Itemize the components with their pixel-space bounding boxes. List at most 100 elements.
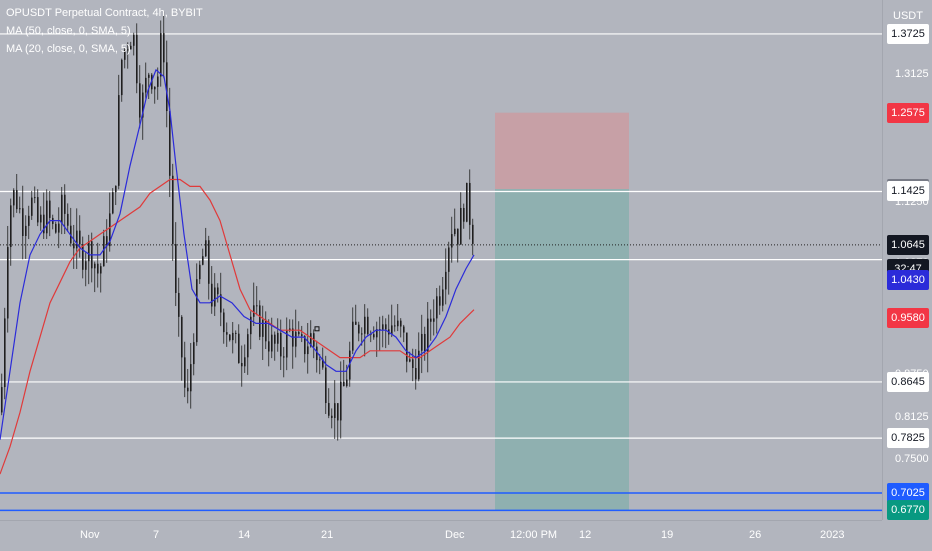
candle-body [397, 320, 399, 327]
candle-body [85, 261, 87, 270]
candle-body [136, 34, 138, 84]
candle-body [277, 332, 279, 344]
candle-body [409, 359, 411, 362]
time-axis[interactable]: Nov 7 14 21 Dec 12:00 PM 12 19 26 2023 [0, 520, 882, 551]
candle-body [451, 234, 453, 248]
candle-body [373, 334, 375, 338]
candle-body [112, 192, 114, 214]
candle-body [445, 271, 447, 290]
candle-body [97, 263, 99, 274]
candle-body [76, 230, 78, 249]
candle-body [316, 346, 318, 361]
candle-body [214, 287, 216, 307]
marker-square [314, 326, 320, 332]
candle-body [157, 76, 159, 87]
candle-body [106, 236, 108, 247]
candle-body [178, 292, 180, 317]
candle-body [469, 182, 471, 225]
candle-body [274, 334, 276, 344]
candle-body [268, 341, 270, 352]
candle-body [88, 241, 90, 262]
time-axis-label: 21 [321, 529, 334, 541]
candle-body [40, 214, 42, 223]
take-profit-zone [495, 189, 629, 511]
candle-body [331, 415, 333, 418]
candle-body [43, 214, 45, 234]
candle-body [226, 332, 228, 335]
candle-body [64, 194, 66, 214]
candle-body [256, 305, 258, 307]
candle-body [235, 332, 237, 334]
candle-body [199, 264, 201, 280]
candle-body [403, 326, 405, 333]
candle-body [442, 289, 444, 306]
candle-body [376, 329, 378, 338]
candle-body [67, 213, 69, 226]
ma20-line [0, 68, 475, 440]
legend-title: OPUSDT Perpetual Contract, 4h, BYBIT [6, 7, 203, 19]
time-axis-label: 12 [579, 529, 592, 541]
price-axis-label: 0.8125 [895, 410, 929, 423]
candle-body [7, 247, 9, 319]
candle-body [127, 49, 129, 51]
candle-body [154, 86, 156, 90]
candle-body [367, 316, 369, 335]
candle-body [244, 357, 246, 367]
candle-body [400, 320, 402, 327]
candle-body [10, 205, 12, 248]
candle-body [238, 333, 240, 363]
horizontal-levels [0, 33, 882, 512]
time-axis-label: 2023 [820, 529, 845, 541]
candle-body [463, 207, 465, 222]
candle-body [205, 240, 207, 257]
candle-body [232, 332, 234, 341]
candle-body [466, 182, 468, 222]
currency-label: USDT [893, 10, 923, 22]
time-axis-label: Nov [80, 529, 100, 541]
candle-body [430, 318, 432, 322]
candle-body [13, 190, 15, 206]
candle-body [169, 111, 171, 176]
price-tag-07025: 0.7025 [887, 482, 929, 503]
candle-body [145, 77, 147, 93]
candle-body [298, 331, 300, 335]
candle-body [196, 279, 198, 343]
candle-body [412, 359, 414, 369]
price-tag-08645: 0.8645 [887, 371, 929, 392]
chart-plot-area[interactable] [0, 0, 882, 520]
candle-body [424, 333, 426, 352]
candle-body [346, 379, 348, 387]
time-axis-label: 26 [749, 529, 762, 541]
price-axis[interactable]: USDT 1.31251.12501.03700.87500.81250.750… [882, 0, 932, 521]
candle-body [340, 381, 342, 421]
candle-body [448, 247, 450, 272]
candle-body [139, 83, 141, 118]
candle-body [343, 381, 345, 387]
candle-body [322, 359, 324, 368]
price-tag-11425: 1.1425 [887, 181, 929, 202]
price-tag-target: 0.6770 [887, 500, 929, 521]
candle-body [436, 296, 438, 319]
candlestick-series [1, 11, 474, 441]
price-axis-label: 0.7500 [895, 453, 929, 466]
candle-body [160, 33, 162, 77]
candle-body [82, 244, 84, 270]
candle-body [439, 296, 441, 306]
candle-body [472, 224, 474, 244]
time-axis-label: 7 [153, 529, 160, 541]
position-zones [495, 112, 629, 511]
candle-body [148, 74, 150, 78]
candle-body [103, 236, 105, 267]
candle-body [211, 283, 213, 307]
candle-body [16, 190, 18, 210]
candle-body [73, 243, 75, 249]
candle-body [241, 362, 243, 367]
candle-body [259, 305, 261, 337]
candle-body [94, 263, 96, 269]
candle-body [133, 34, 135, 46]
candle-body [190, 364, 192, 392]
candle-body [4, 318, 6, 388]
candle-body [415, 368, 417, 380]
candle-body [58, 223, 60, 233]
